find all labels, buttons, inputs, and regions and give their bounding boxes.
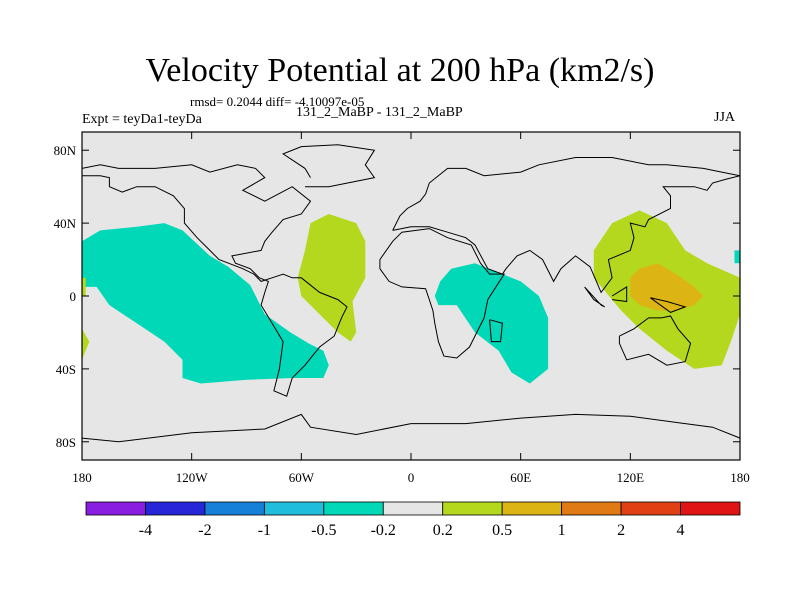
coastline-4	[379, 228, 506, 359]
colorbar-label: -1	[258, 522, 271, 539]
colorbar-swatch	[382, 501, 444, 516]
contour-region-asia-core	[630, 263, 704, 311]
colorbar-swatch	[145, 501, 206, 516]
y-tick-label: 80N	[54, 143, 77, 158]
coastline-2	[392, 157, 740, 231]
coastline-0	[82, 164, 348, 397]
coastline-1	[282, 144, 376, 188]
contour-region-west-edge-south	[82, 328, 90, 360]
coastline-9	[650, 297, 687, 313]
contour-region-americas-positive	[297, 214, 366, 342]
colorbar-swatch	[263, 501, 325, 516]
contour-region-africa-negative	[434, 263, 549, 384]
colorbar-swatch	[561, 501, 622, 516]
colorbar-swatch	[501, 501, 563, 516]
x-tick-label: 120E	[617, 470, 645, 485]
colorbar-label: 0.2	[433, 522, 453, 539]
colorbar-swatch	[442, 501, 503, 516]
colorbar-swatch	[620, 501, 681, 516]
coastline-5	[489, 319, 503, 343]
season-label: JJA	[714, 110, 736, 125]
y-tick-label: 80S	[56, 435, 76, 450]
coastline-10	[82, 413, 740, 443]
colorbar-swatch	[204, 501, 265, 516]
expt-label: Expt = teyDa1-teyDa	[82, 112, 202, 127]
colorbar-label: -0.5	[311, 522, 336, 539]
colorbar-label: -4	[139, 522, 152, 539]
coastline-3	[392, 175, 740, 294]
colorbar-label: 4	[677, 522, 685, 539]
x-tick-label: 60E	[510, 470, 531, 485]
colorbar-label: -0.2	[371, 522, 396, 539]
colorbar-label: 0.5	[492, 522, 512, 539]
y-tick-label: 40S	[56, 362, 76, 377]
coastline-layer	[82, 144, 740, 443]
colorbar-swatch	[85, 501, 146, 516]
contour-region-west-pacific-edge	[734, 250, 740, 264]
colorbar-label: 2	[617, 522, 625, 539]
colorbar: -4 -2 -1 -0.5 -0.2 0.2 0.5 1 2 4	[85, 501, 741, 539]
colorbar-label: -2	[198, 522, 211, 539]
contour-region-west-edge-north	[82, 277, 86, 296]
colorbar-label: 1	[558, 522, 566, 539]
experiment-center-label: 131_2_MaBP - 131_2_MaBP	[296, 105, 463, 120]
chart-title: Velocity Potential at 200 hPa (km2/s)	[145, 52, 655, 89]
coastline-8	[611, 285, 628, 303]
colorbar-swatch	[323, 501, 384, 516]
contour-fill-layer	[82, 210, 740, 384]
contour-region-pacific-negative	[82, 223, 329, 384]
colorbar-swatch	[680, 501, 741, 516]
axes-layer: 180 120W 60W 0 60E 120E 180 80N 40N 0 40S 80S	[54, 132, 750, 485]
x-tick-label: 0	[408, 470, 415, 485]
x-tick-label: 120W	[176, 470, 209, 485]
coastline-7	[584, 286, 605, 308]
y-tick-label: 40N	[54, 216, 77, 231]
x-tick-label: 180	[72, 470, 92, 485]
x-tick-label: 60W	[289, 470, 315, 485]
coastline-6	[618, 315, 692, 366]
stats-text: rmsd= 0.2044 diff= -4.10097e-05	[190, 94, 365, 109]
x-tick-label: 180	[730, 470, 750, 485]
y-tick-label: 0	[70, 289, 77, 304]
